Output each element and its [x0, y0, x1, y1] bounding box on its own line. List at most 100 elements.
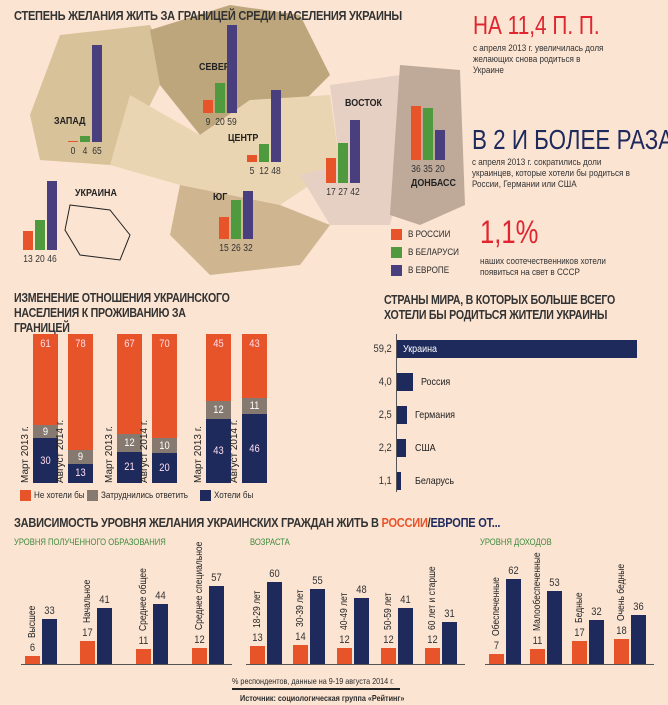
russia-bar — [80, 640, 95, 664]
russia-bar — [572, 640, 587, 664]
russia-bar — [530, 648, 545, 664]
map-bar-value: 42 — [350, 187, 360, 198]
europe-value: 36 — [633, 600, 644, 613]
period-label: Август 2014 г. — [229, 419, 240, 483]
dependency-title: ЗАВИСИМОСТЬ УРОВНЯ ЖЕЛАНИЯ УКРАИНСКИХ ГР… — [14, 515, 501, 530]
europe-bar — [209, 585, 224, 664]
russia-bar — [192, 647, 207, 664]
segment-value: 11 — [249, 400, 260, 413]
fact-1-text: с апреля 2013 г. увеличилась доля желающ… — [473, 43, 604, 75]
map-bar — [231, 200, 241, 239]
category-label: Среднее специальное — [194, 541, 205, 630]
countries-title: СТРАНЫ МИРА, В КОТОРЫХ БОЛЬШЕ ВСЕГО ХОТЕ… — [384, 293, 616, 322]
legend-swatch — [200, 490, 211, 501]
group-baseline — [485, 664, 654, 665]
attitude-title: ИЗМЕНЕНИЕ ОТНОШЕНИЯ УКРАИНСКОГО НАСЕЛЕНИ… — [14, 291, 230, 335]
country-value: 2,2 — [378, 442, 392, 454]
map-bar-value: 20 — [435, 164, 445, 175]
region-label: СЕВЕР — [199, 61, 230, 73]
russia-bar — [136, 648, 151, 664]
map-bar — [203, 99, 213, 113]
country-label: США — [415, 442, 436, 454]
segment-value: 61 — [40, 338, 51, 350]
europe-value: 41 — [99, 593, 110, 606]
country-label: Беларусь — [415, 475, 455, 487]
russia-value: 7 — [493, 640, 500, 653]
russia-value: 14 — [295, 630, 306, 643]
country-bar — [397, 373, 414, 391]
country-label: Германия — [415, 409, 456, 421]
russia-value: 12 — [383, 633, 394, 646]
stacked-segment — [242, 398, 267, 415]
map-bar — [326, 157, 336, 183]
category-label: Среднее общее — [138, 568, 149, 631]
category-label: 18-29 лет — [252, 590, 263, 629]
russia-value: 11 — [532, 634, 543, 647]
divider — [232, 688, 400, 690]
category-label: Малообеспеченные — [532, 552, 543, 631]
stacked-segment — [242, 334, 267, 399]
category-label: 60 лет и старше — [427, 565, 438, 630]
fact-3-headline: 1,1% — [480, 214, 539, 250]
europe-value: 53 — [549, 577, 560, 590]
region-label: ВОСТОК — [345, 97, 383, 109]
map-bar-value: 27 — [338, 187, 348, 198]
segment-value: 46 — [249, 442, 260, 455]
country-label: Россия — [421, 376, 451, 388]
stacked-segment — [206, 401, 231, 419]
map-bar — [92, 45, 102, 142]
europe-value: 33 — [44, 604, 55, 617]
group-subtitle: ВОЗРАСТА — [250, 537, 290, 547]
russia-value: 18 — [616, 625, 627, 638]
region-label: ДОНБАСС — [411, 177, 456, 189]
segment-value: 12 — [213, 403, 224, 416]
map-bar — [35, 220, 45, 250]
russia-value: 11 — [138, 634, 149, 647]
country-bar — [397, 340, 637, 358]
stacked-segment — [152, 334, 177, 439]
stacked-segment — [68, 334, 93, 451]
country-value: 4,0 — [378, 376, 392, 388]
legend-swatch — [391, 229, 402, 240]
russia-bar — [25, 655, 40, 664]
russia-value: 13 — [252, 632, 263, 645]
stacked-segment — [117, 334, 142, 434]
group-subtitle: УРОВНЯ ПОЛУЧЕННОГО ОБРАЗОВАНИЯ — [14, 537, 166, 547]
period-label: Март 2013 г. — [20, 426, 31, 483]
segment-value: 13 — [75, 467, 86, 480]
title-slash: / — [427, 515, 431, 530]
group-baseline — [246, 664, 465, 665]
map-bar-value: 65 — [92, 146, 102, 157]
category-label: 30-39 лет — [295, 589, 306, 627]
map-bar-value: 48 — [271, 166, 281, 177]
stacked-segment — [117, 451, 142, 483]
fact-1-headline: НА 11,4 П. П. — [473, 10, 600, 40]
map-bar-value: 13 — [23, 254, 33, 265]
russia-value: 17 — [82, 626, 93, 639]
map-bar — [215, 83, 225, 113]
legend-swatch — [391, 247, 402, 258]
segment-value: 70 — [159, 338, 170, 350]
russia-bar — [425, 647, 440, 664]
map-bar-value: 9 — [205, 117, 211, 128]
europe-value: 60 — [269, 567, 280, 580]
group-baseline — [21, 664, 232, 665]
map-bar-value: 32 — [243, 243, 253, 254]
map-bar-value: 0 — [70, 146, 76, 157]
country-value: 1,1 — [378, 475, 392, 487]
russia-value: 12 — [339, 633, 350, 646]
period-label: Август 2014 г. — [55, 419, 66, 483]
stacked-segment — [152, 453, 177, 483]
source: Источник: социологическая группа «Рейтин… — [240, 693, 405, 703]
segment-value: 20 — [159, 462, 170, 475]
title-europe: ЕВРОПЕ ОТ... — [430, 515, 501, 530]
europe-value: 32 — [591, 606, 602, 619]
region-label: ЮГ — [213, 191, 228, 203]
legend-label: В БЕЛАРУСИ — [408, 247, 459, 258]
map-bar-value: 46 — [47, 254, 57, 265]
segment-value: 10 — [159, 439, 170, 452]
ukraine-map — [30, 5, 465, 275]
map-bar — [338, 142, 348, 183]
russia-value: 6 — [29, 641, 36, 654]
category-label: Высшее — [27, 605, 38, 638]
